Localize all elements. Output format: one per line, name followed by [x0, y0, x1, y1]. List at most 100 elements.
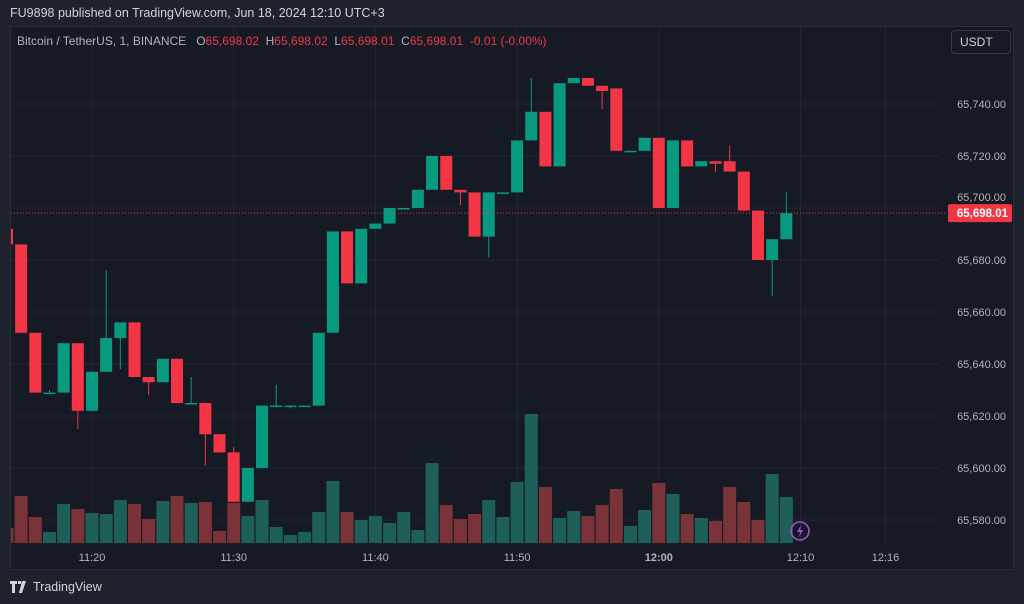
grid: [11, 27, 940, 543]
candle-body: [440, 156, 453, 190]
volume-bar: [482, 500, 496, 543]
price-tick-label: 65,740.00: [957, 99, 1006, 111]
volume-bar: [524, 414, 538, 543]
candle-body: [723, 161, 736, 172]
volume-bar: [340, 512, 354, 543]
candle-body: [256, 405, 269, 468]
price-axis: 65,580.00 65,600.00 65,620.00 65,640.00 65,6…: [957, 99, 1006, 527]
candle-body: [666, 140, 679, 208]
candle-body: [766, 239, 779, 260]
volume-bar: [184, 503, 198, 543]
volume-bar: [595, 505, 609, 543]
candle-body: [539, 111, 552, 167]
volume-bar: [496, 517, 510, 543]
candle-body: [213, 434, 226, 453]
volume-bar: [581, 516, 595, 543]
price-tick-label: 65,680.00: [957, 255, 1006, 267]
candle-body: [128, 322, 141, 377]
candle-body: [341, 231, 354, 284]
volume-bar: [113, 500, 127, 543]
candle-body: [227, 452, 240, 502]
currency-button[interactable]: USDT: [951, 30, 1011, 54]
candle-body: [369, 223, 382, 229]
candle-body: [624, 150, 637, 153]
volume-bar: [425, 463, 439, 543]
volume-bar: [354, 520, 368, 543]
volume-bar: [680, 514, 694, 543]
volume-bar: [213, 531, 227, 543]
candle-body: [468, 192, 481, 237]
candle-body: [284, 405, 297, 408]
volume-bar: [298, 532, 312, 543]
volume-bar: [255, 500, 269, 543]
tradingview-logo[interactable]: TradingView: [10, 580, 102, 594]
candle-body: [156, 358, 169, 383]
candle-body: [426, 156, 439, 190]
volume-bar: [28, 517, 42, 543]
volume-bar: [468, 514, 482, 543]
candle-body: [29, 332, 42, 393]
volume-bar: [368, 516, 382, 543]
candle-body: [652, 137, 665, 208]
candle-body: [383, 208, 396, 224]
volume-bar: [227, 503, 241, 543]
candle-body: [581, 78, 594, 86]
candle-body: [681, 140, 694, 167]
price-tick-label: 65,720.00: [957, 151, 1006, 163]
candles: [11, 78, 793, 502]
candle-body: [15, 244, 28, 333]
volume-bar: [694, 518, 708, 543]
volume-bar: [638, 510, 652, 543]
published-caption: FU9898 published on TradingView.com, Jun…: [10, 6, 385, 20]
time-tick-label: 11:20: [79, 552, 106, 564]
candle-body: [185, 403, 198, 405]
time-tick-label: 11:40: [362, 552, 389, 564]
volume-bar: [128, 504, 142, 543]
volume-bar: [11, 528, 14, 543]
volume-bar: [779, 497, 793, 543]
candle-body: [525, 111, 538, 141]
candle-body: [596, 85, 609, 91]
candle-body: [71, 343, 84, 411]
time-tick-label: 12:16: [872, 552, 900, 564]
candle-body: [638, 137, 651, 151]
time-tick-label: 12:10: [787, 552, 815, 564]
time-tick-label: 11:30: [220, 552, 247, 564]
volume-bar: [198, 502, 212, 543]
open-value: 65,698.02: [205, 34, 259, 48]
high-value: 65,698.02: [274, 34, 328, 48]
volume-bar: [283, 535, 297, 543]
candle-body: [411, 189, 424, 208]
candle-body: [737, 171, 750, 211]
volume-bar: [708, 521, 722, 543]
volume-bar: [71, 509, 85, 543]
volume-bars: [11, 414, 793, 543]
volume-bar: [609, 489, 623, 543]
candle-body: [86, 371, 98, 411]
volume-bar: [383, 523, 397, 543]
volume-bar: [99, 514, 113, 543]
volume-bar: [411, 530, 425, 543]
candle-body: [397, 208, 410, 210]
volume-bar: [453, 519, 467, 543]
volume-bar: [553, 518, 567, 543]
chart-pane[interactable]: [10, 26, 1014, 570]
time-tick-label: 12:00: [645, 552, 673, 564]
volume-bar: [326, 481, 340, 543]
candle-body: [114, 322, 127, 338]
time-tick-label: 11:50: [504, 552, 531, 564]
volume-bar: [765, 474, 779, 543]
candle-body: [312, 332, 325, 406]
ohlc-legend: Bitcoin / TetherUS, 1, BINANCE O65,698.0…: [17, 34, 547, 48]
volume-bar: [666, 494, 680, 543]
low-value: 65,698.01: [341, 34, 395, 48]
lightning-icon[interactable]: [790, 521, 810, 541]
symbol-title[interactable]: Bitcoin / TetherUS, 1, BINANCE: [17, 34, 187, 48]
volume-bar: [42, 532, 56, 543]
candle-body: [496, 192, 509, 194]
volume-bar: [510, 482, 524, 543]
volume-bar: [85, 513, 99, 543]
candle-body: [100, 338, 113, 372]
candle-body: [567, 78, 580, 84]
